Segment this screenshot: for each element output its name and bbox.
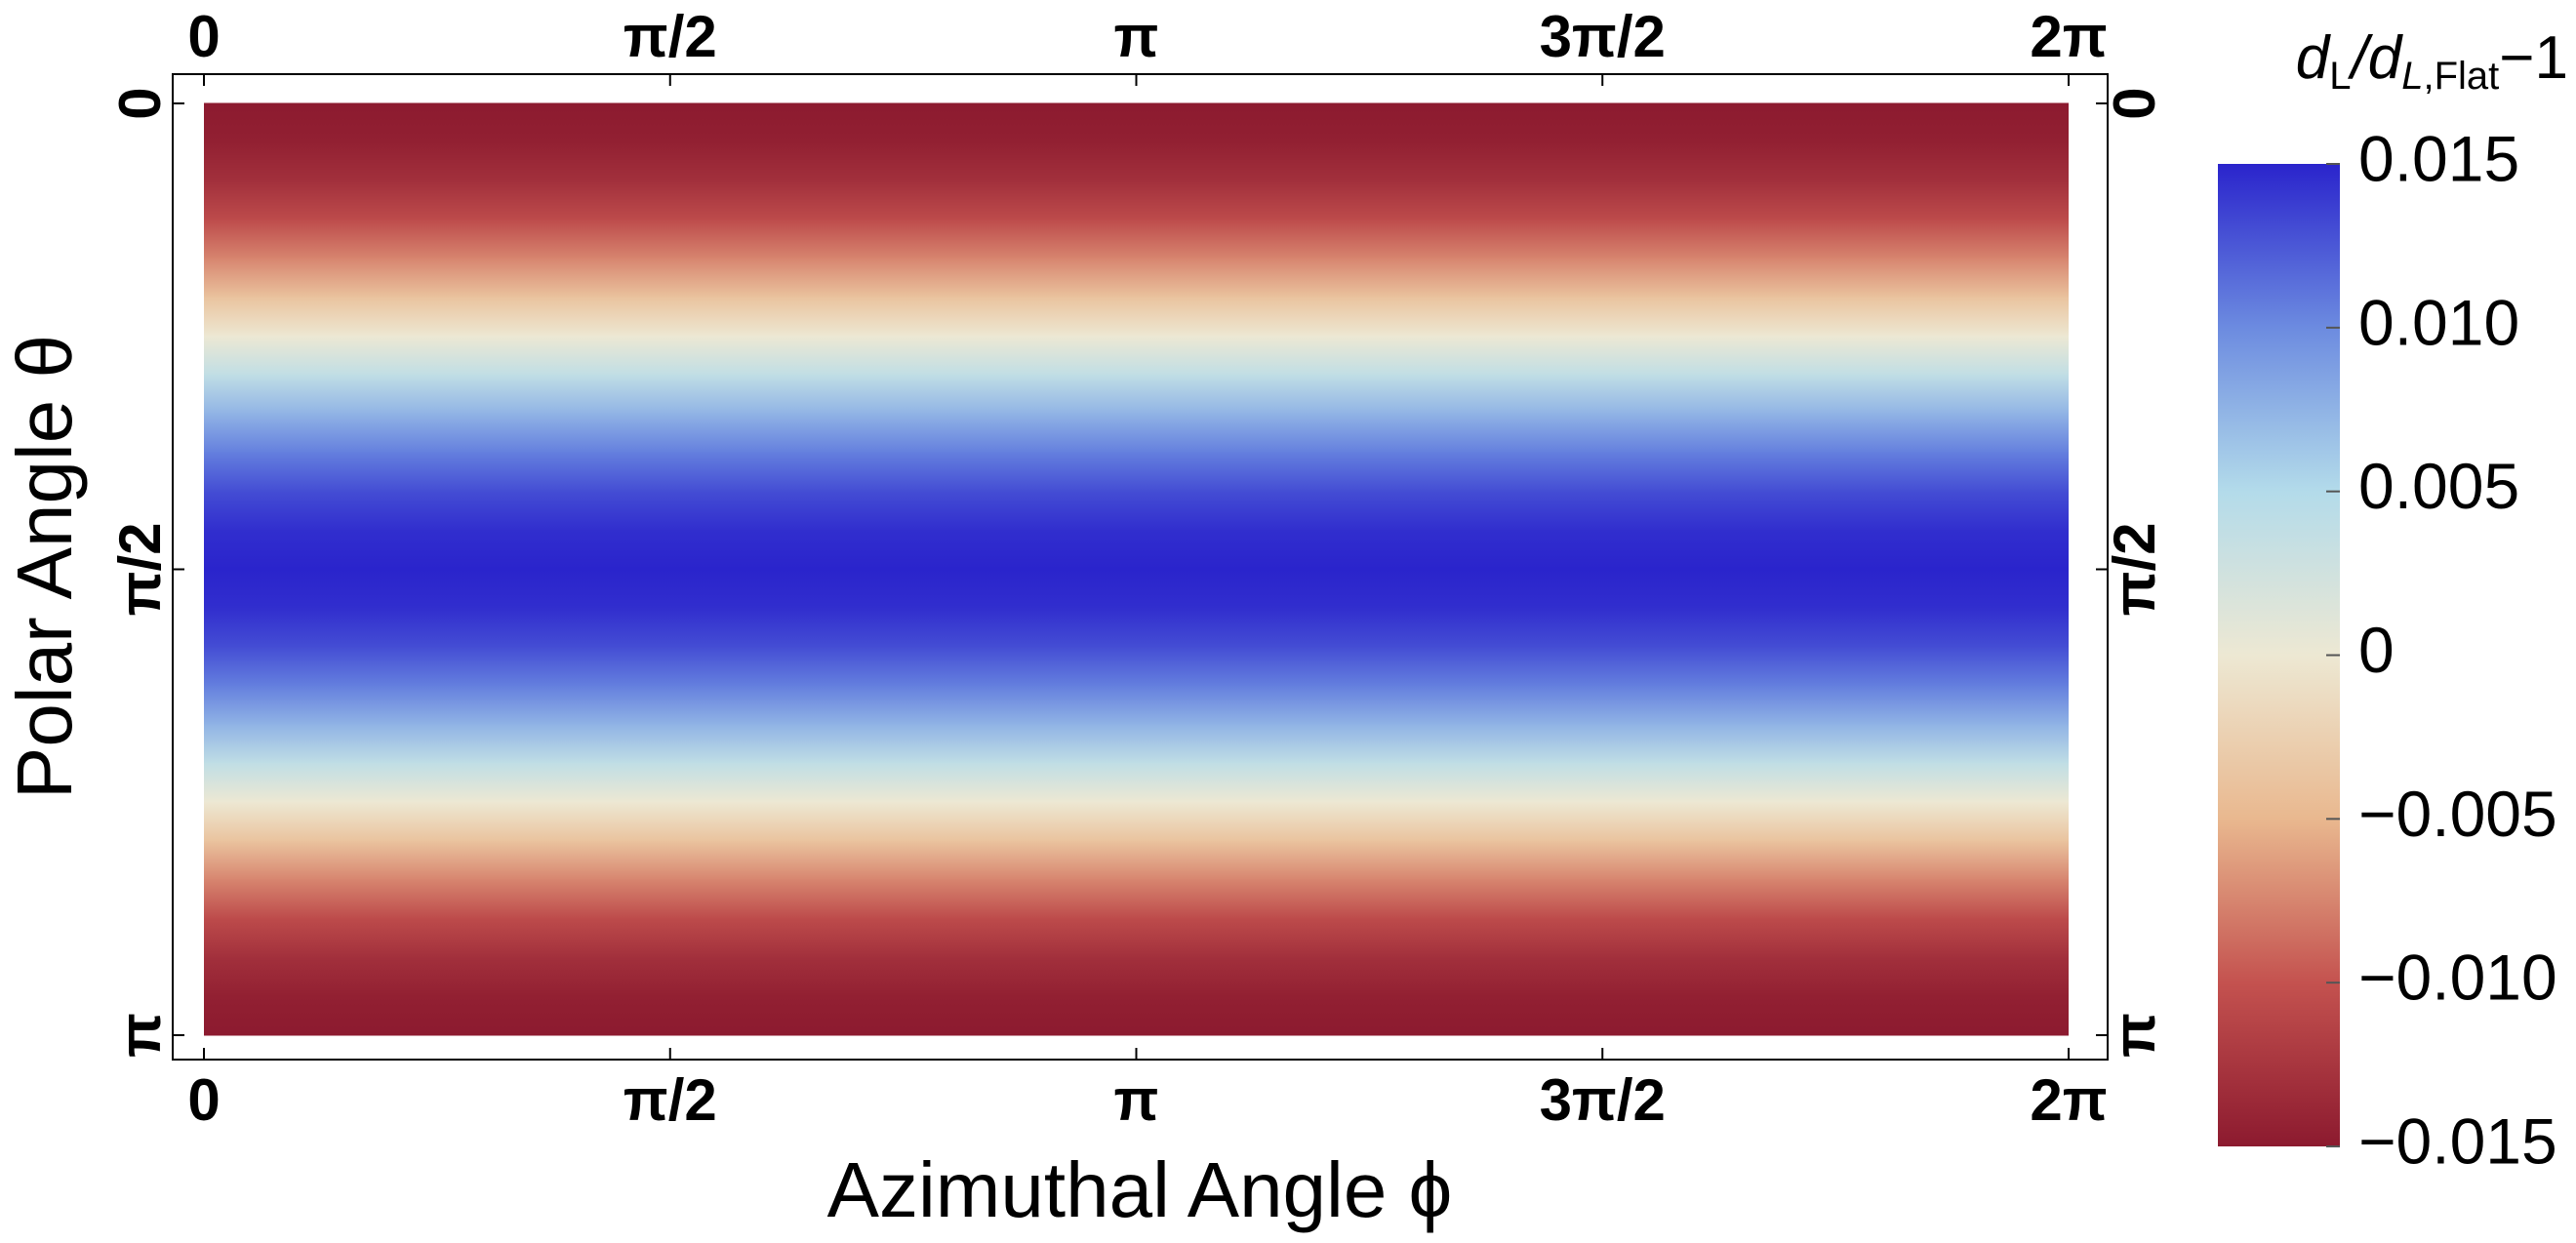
colorbar-tick-label: 0.005	[2358, 450, 2519, 522]
density-band	[204, 569, 2069, 609]
x-tick-label: π	[1114, 1067, 1159, 1133]
colorbar-title-part: −1	[2499, 24, 2568, 92]
density-band	[204, 646, 2069, 687]
density-band	[204, 297, 2069, 338]
colorbar-title: dL/dL,Flat−1	[2296, 24, 2568, 97]
x-axis-title: Azimuthal Angle ϕ	[827, 1146, 1453, 1233]
colorbar-tick-label: 0.015	[2358, 122, 2519, 194]
colorbar-tick-label: −0.010	[2358, 942, 2557, 1014]
x-tick-label: π	[1114, 4, 1159, 69]
colorbar-title-part: L,Flat	[2401, 55, 2499, 98]
colorbar-tick-label: 0	[2358, 614, 2395, 686]
x-tick-label: 0	[187, 4, 220, 69]
density-band	[204, 607, 2069, 648]
density-band	[204, 336, 2069, 377]
colorbar-tick-label: −0.005	[2358, 778, 2557, 850]
density-band	[204, 375, 2069, 415]
density-band	[204, 491, 2069, 532]
colorbar	[2218, 164, 2340, 1146]
y-tick-label: π/2	[2102, 523, 2167, 617]
plot-frame	[172, 73, 2109, 1061]
x-tick-label: π/2	[624, 4, 717, 69]
density-band	[204, 180, 2069, 221]
x-tick-label: 2π	[2030, 1067, 2107, 1133]
density-band	[204, 685, 2069, 726]
y-axis-title: Polar Angle θ	[1, 335, 88, 799]
y-tick-label: π	[2102, 1013, 2167, 1058]
density-band	[204, 879, 2069, 920]
colorbar-title-part: d	[2296, 24, 2332, 92]
colorbar-tick-label: 0.010	[2358, 286, 2519, 358]
x-tick-label: 0	[187, 1067, 220, 1133]
x-tick-label: 3π/2	[1540, 1067, 1666, 1133]
density-band	[204, 762, 2069, 803]
density-band	[204, 724, 2069, 764]
colorbar-title-part: L	[2329, 55, 2351, 98]
x-tick-label: 2π	[2030, 4, 2107, 69]
density-band	[204, 995, 2069, 1036]
y-tick-label: 0	[2102, 87, 2167, 119]
density-band	[204, 413, 2069, 454]
x-tick-label: 3π/2	[1540, 4, 1666, 69]
y-tick-label: π/2	[107, 523, 173, 617]
density-band	[204, 141, 2069, 182]
colorbar-title-part: /d	[2348, 24, 2404, 92]
density-band	[204, 258, 2069, 299]
density-band	[204, 801, 2069, 842]
x-tick-label: π/2	[624, 1067, 717, 1133]
y-tick-label: 0	[107, 87, 173, 119]
density-band	[204, 102, 2069, 143]
y-tick-label: π	[107, 1013, 173, 1058]
density-band	[204, 530, 2069, 570]
density-band	[204, 956, 2069, 997]
density-band	[204, 918, 2069, 958]
colorbar-tick-label: −0.015	[2358, 1104, 2557, 1177]
density-band	[204, 840, 2069, 881]
density-band	[204, 219, 2069, 260]
density-band	[204, 452, 2069, 493]
